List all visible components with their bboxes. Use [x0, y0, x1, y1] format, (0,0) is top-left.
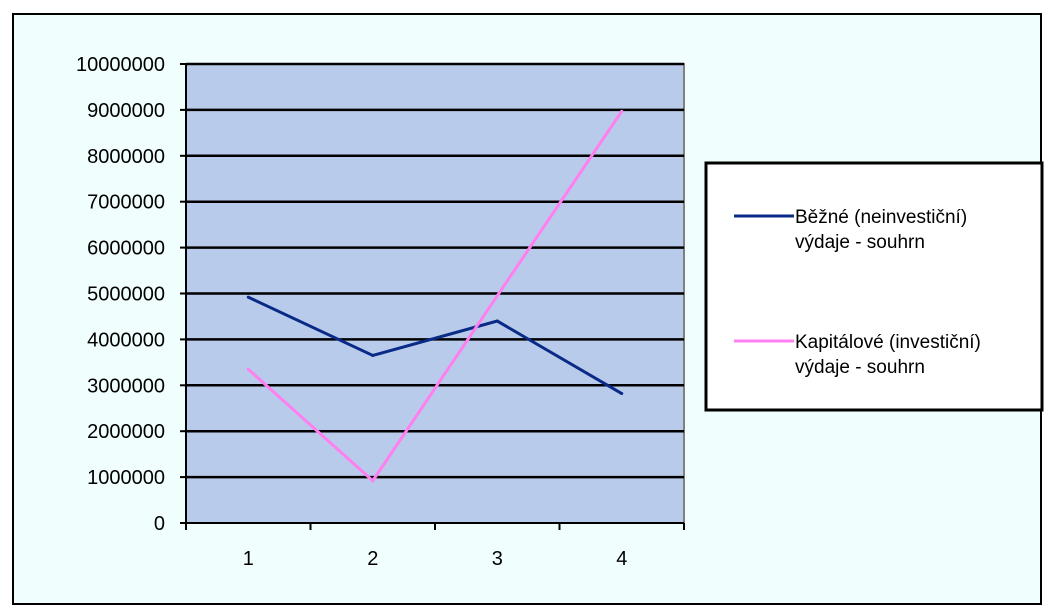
- y-tick-label: 1000000: [87, 467, 165, 489]
- data-point: [371, 479, 375, 483]
- data-point: [495, 319, 499, 323]
- data-point: [246, 367, 250, 371]
- y-tick-label: 6000000: [87, 238, 165, 260]
- legend-label-1: výdaje - souhrn: [795, 232, 925, 253]
- x-tick-label: 3: [492, 548, 503, 570]
- series-line-2: [247, 110, 623, 484]
- x-tick-label: 4: [616, 548, 627, 570]
- y-tick-label: 4000000: [87, 329, 165, 351]
- legend-label-2: Kapitálové (investiční): [795, 332, 981, 353]
- axes: 0 1000000 2000000 3000000 4000000 5000000 6000…: [76, 54, 685, 570]
- x-tick-label: 2: [367, 548, 378, 570]
- series-lines: [246, 109, 624, 484]
- y-tick-label: 9000000: [87, 100, 165, 122]
- data-point: [371, 353, 375, 357]
- data-point: [495, 294, 499, 298]
- y-tick-label: 8000000: [87, 146, 165, 168]
- legend-label-2: výdaje - souhrn: [795, 357, 925, 378]
- legend: Běžné (neinvestiční) výdaje - souhrn Kapit…: [704, 161, 1044, 412]
- data-point: [246, 295, 250, 299]
- y-tick-label: 7000000: [87, 192, 165, 214]
- data-point: [620, 109, 624, 113]
- legend-label-1: Běžné (neinvestiční): [795, 207, 967, 228]
- y-tick-label: 5000000: [87, 284, 165, 306]
- y-tick-label: 0: [154, 513, 165, 535]
- gridlines: [186, 62, 684, 479]
- y-tick-label: 3000000: [87, 375, 165, 397]
- y-tick-label: 10000000: [76, 54, 165, 76]
- legend-box: [704, 161, 1044, 412]
- y-tick-label: 2000000: [87, 421, 165, 443]
- x-tick-label: 1: [243, 548, 254, 570]
- data-point: [620, 392, 624, 396]
- series-line-1: [247, 295, 623, 395]
